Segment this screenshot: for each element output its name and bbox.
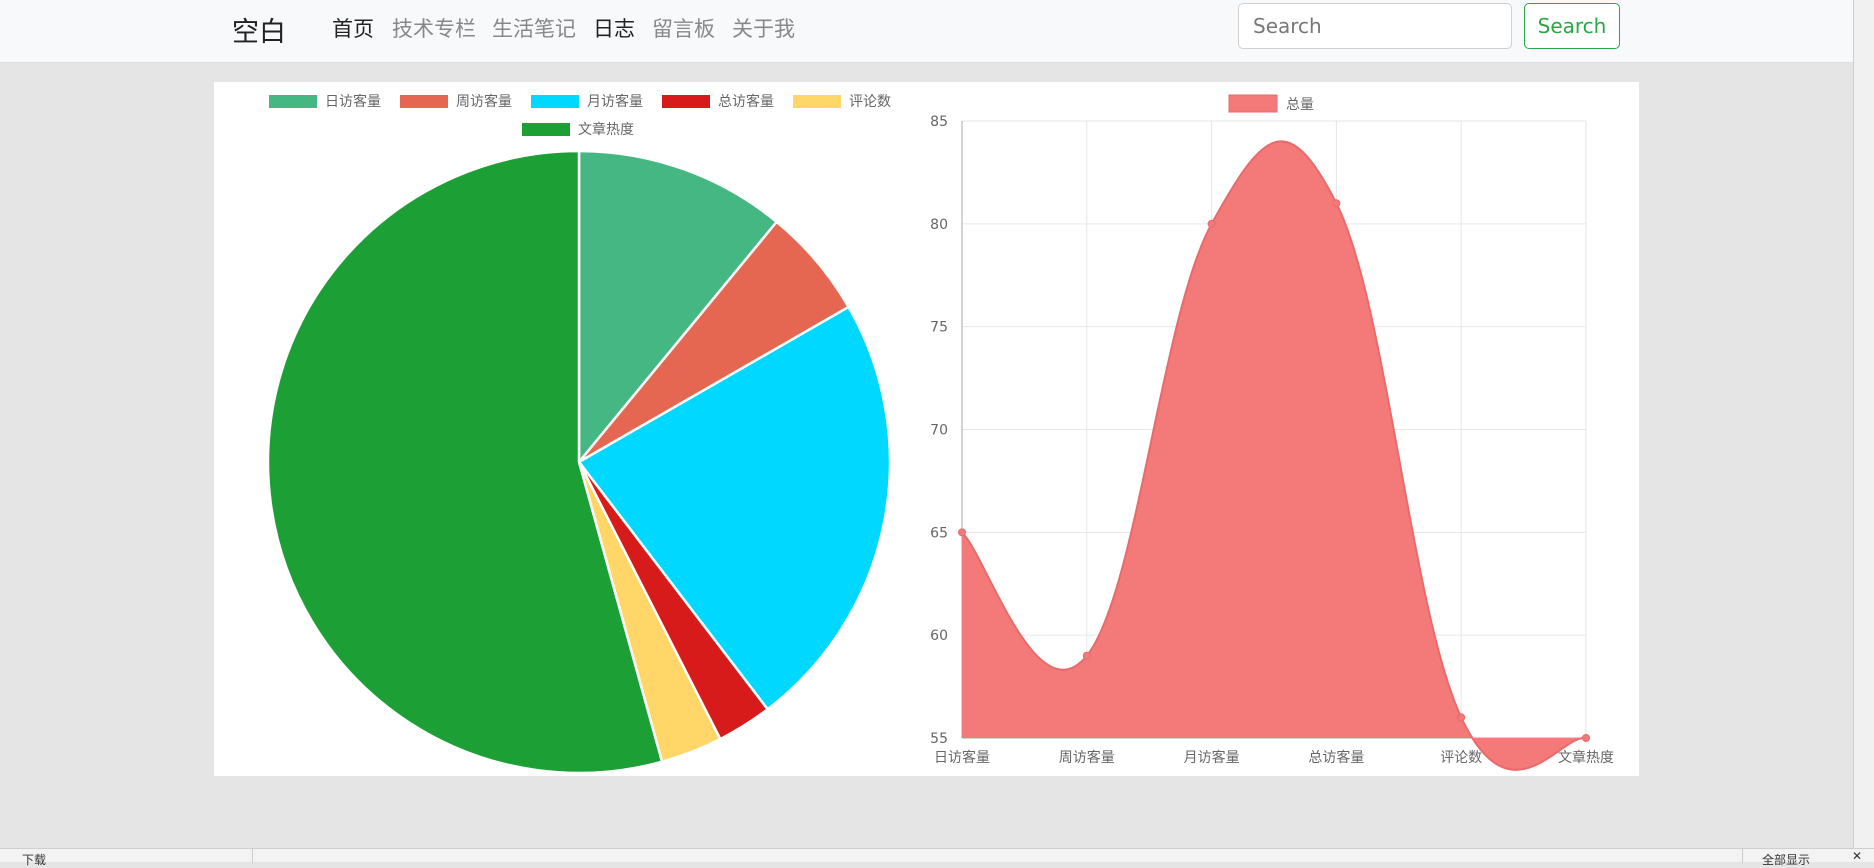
brand-logo[interactable]: 空白 (232, 17, 286, 48)
area-fill (962, 141, 1586, 770)
legend-swatch (531, 95, 579, 108)
nav-link-life[interactable]: 生活笔记 (492, 17, 576, 41)
y-tick-label: 70 (930, 423, 948, 439)
nav-link-about[interactable]: 关于我 (732, 17, 795, 41)
legend-label: 总量 (1286, 97, 1314, 113)
legend-label: 周访客量 (456, 93, 512, 110)
x-tick-label: 月访客量 (1184, 749, 1240, 766)
data-point (1332, 199, 1341, 208)
data-point (1582, 734, 1590, 742)
legend-label: 日访客量 (325, 93, 381, 110)
legend-swatch (793, 95, 841, 108)
x-tick-label: 文章热度 (1558, 749, 1614, 766)
nav-link-home[interactable]: 首页 (332, 17, 374, 41)
legend-label: 文章热度 (578, 121, 634, 138)
pie-slice (266, 149, 664, 775)
pie-slice (577, 305, 892, 712)
legend-swatch (269, 95, 317, 108)
download-bar: 下载 全部显示 ✕ (0, 848, 1874, 867)
pie-chart (266, 149, 892, 775)
legend-swatch (662, 95, 710, 108)
legend-swatch (522, 123, 570, 136)
search-input[interactable] (1238, 3, 1512, 49)
area-chart-legend: 总量 (1228, 94, 1314, 113)
legend-label: 总访客量 (718, 93, 774, 110)
x-tick-label: 周访客量 (1059, 749, 1115, 766)
data-point (958, 528, 966, 537)
legend-label: 评论数 (849, 94, 891, 110)
area-chart: 55 60 65 70 75 80 85 日访客量 周访客量 月访客量 总访客量 评论数 文章热度 (930, 114, 1614, 771)
divider (1742, 849, 1743, 863)
search-button[interactable]: Search (1524, 3, 1620, 49)
y-tick-label: 85 (930, 114, 948, 130)
y-tick-label: 65 (930, 525, 948, 541)
x-tick-label: 总访客量 (1308, 749, 1364, 766)
y-tick-label: 80 (930, 217, 948, 233)
nav-link-guestbook[interactable]: 留言板 (652, 17, 715, 41)
legend-swatch (400, 95, 448, 108)
y-tick-label: 55 (930, 731, 948, 747)
x-tick-label: 日访客量 (934, 749, 990, 766)
download-item[interactable]: 下载 (22, 853, 47, 867)
pie-slice (577, 149, 779, 466)
data-point (1082, 651, 1091, 660)
data-point (1207, 219, 1216, 228)
charts-panel: 日访客量 周访客量 月访客量 总访客量 评论数 文章热度 总量 55 60 65 70 75 80 8… (214, 82, 1639, 776)
page-scrollbar[interactable] (1853, 0, 1874, 862)
divider (252, 849, 253, 863)
nav-link-log[interactable]: 日志 (593, 17, 635, 41)
navbar: 空白 首页 技术专栏 生活笔记 日志 留言板 关于我 Search (0, 0, 1853, 63)
legend-swatch (1228, 94, 1278, 113)
show-all-button[interactable]: 全部显示 (1762, 853, 1811, 867)
legend-label: 月访客量 (587, 93, 643, 110)
data-point (1457, 713, 1466, 722)
x-tick-label: 评论数 (1440, 750, 1482, 766)
nav-link-tech[interactable]: 技术专栏 (392, 17, 476, 41)
close-icon[interactable]: ✕ (1852, 849, 1863, 863)
y-tick-label: 75 (930, 320, 948, 336)
y-tick-label: 60 (930, 628, 948, 644)
